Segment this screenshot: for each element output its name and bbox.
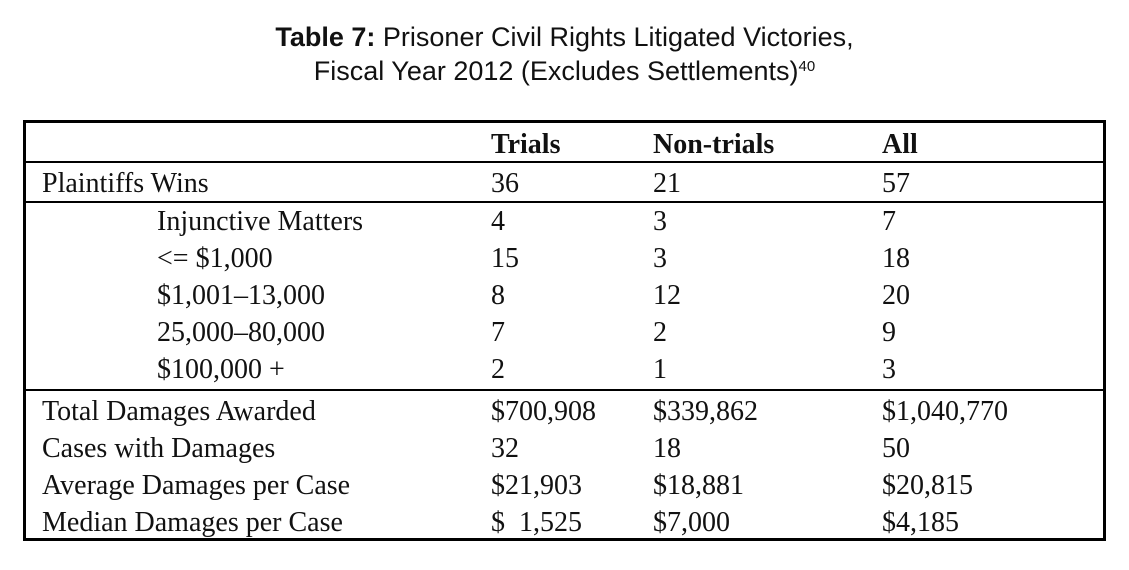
table-row: Plaintiffs Wins 36 21 57 <box>26 165 1103 202</box>
cell-trials: 4 <box>491 206 505 237</box>
cell-all: $4,185 <box>882 507 959 538</box>
cell-trials: 32 <box>491 433 519 464</box>
column-header-all: All <box>882 129 918 160</box>
cell-non-trials: 3 <box>653 206 667 237</box>
cell-trials: 36 <box>491 168 519 199</box>
table-row: Median Damages per Case $ 1,525 $7,000 $… <box>26 504 1103 541</box>
header-divider <box>26 161 1103 163</box>
cell-non-trials: 18 <box>653 433 681 464</box>
cell-all: $1,040,770 <box>882 396 1008 427</box>
cell-all: 50 <box>882 433 910 464</box>
cell-trials: $ 1,525 <box>491 507 582 538</box>
row-label: Median Damages per Case <box>42 507 343 538</box>
title-text: Prisoner Civil Rights Litigated Victorie… <box>382 22 854 52</box>
cell-trials: 15 <box>491 243 519 274</box>
table-row: Cases with Damages 32 18 50 <box>26 430 1103 467</box>
column-header-non-trials: Non-trials <box>653 129 775 160</box>
title-line-2: Fiscal Year 2012 (Excludes Settlements)4… <box>0 54 1129 88</box>
cell-all: 7 <box>882 206 896 237</box>
cell-non-trials: 12 <box>653 280 681 311</box>
table-row: $1,001–13,000 8 12 20 <box>26 277 1103 314</box>
row-label: Average Damages per Case <box>42 470 351 501</box>
cell-non-trials: $18,881 <box>653 470 744 501</box>
section-divider <box>26 389 1103 391</box>
header-row: Trials Non-trials All <box>26 126 1103 163</box>
table-row: <= $1,000 15 3 18 <box>26 240 1103 277</box>
cell-non-trials: $7,000 <box>653 507 730 538</box>
cell-trials: 7 <box>491 317 505 348</box>
title-line-1: Table 7: Prisoner Civil Rights Litigated… <box>0 20 1129 54</box>
cell-trials: $21,903 <box>491 470 582 501</box>
cell-all: 3 <box>882 354 896 385</box>
table-row: Injunctive Matters 4 3 7 <box>26 203 1103 240</box>
cell-trials: 8 <box>491 280 505 311</box>
row-label: $100,000 + <box>157 354 285 385</box>
row-label: <= $1,000 <box>157 243 273 274</box>
cell-trials: $700,908 <box>491 396 596 427</box>
row-label: Injunctive Matters <box>157 206 364 237</box>
cell-trials: 2 <box>491 354 505 385</box>
table-row: $100,000 + 2 1 3 <box>26 351 1103 388</box>
cell-non-trials: 1 <box>653 354 667 385</box>
table-number-label: Table 7: <box>275 22 376 52</box>
cell-non-trials: $339,862 <box>653 396 758 427</box>
cell-all: 9 <box>882 317 896 348</box>
title-subtext: Fiscal Year 2012 (Excludes Settlements) <box>313 56 799 86</box>
cell-all: 18 <box>882 243 910 274</box>
table-title: Table 7: Prisoner Civil Rights Litigated… <box>0 20 1129 88</box>
row-label: Cases with Damages <box>42 433 276 464</box>
data-table: Trials Non-trials All Plaintiffs Wins 36… <box>23 120 1106 541</box>
row-label: Plaintiffs Wins <box>42 168 209 199</box>
section-divider <box>26 201 1103 203</box>
row-label: 25,000–80,000 <box>157 317 325 348</box>
table-row: 25,000–80,000 7 2 9 <box>26 314 1103 351</box>
row-label: $1,001–13,000 <box>157 280 325 311</box>
cell-all: $20,815 <box>882 470 973 501</box>
cell-non-trials: 2 <box>653 317 667 348</box>
cell-all: 57 <box>882 168 910 199</box>
row-label: Total Damages Awarded <box>42 396 316 427</box>
cell-non-trials: 21 <box>653 168 681 199</box>
cell-all: 20 <box>882 280 910 311</box>
column-header-trials: Trials <box>491 129 561 160</box>
footnote-marker: 40 <box>798 58 816 75</box>
cell-non-trials: 3 <box>653 243 667 274</box>
table-row: Total Damages Awarded $700,908 $339,862 … <box>26 393 1103 430</box>
table-row: Average Damages per Case $21,903 $18,881… <box>26 467 1103 504</box>
